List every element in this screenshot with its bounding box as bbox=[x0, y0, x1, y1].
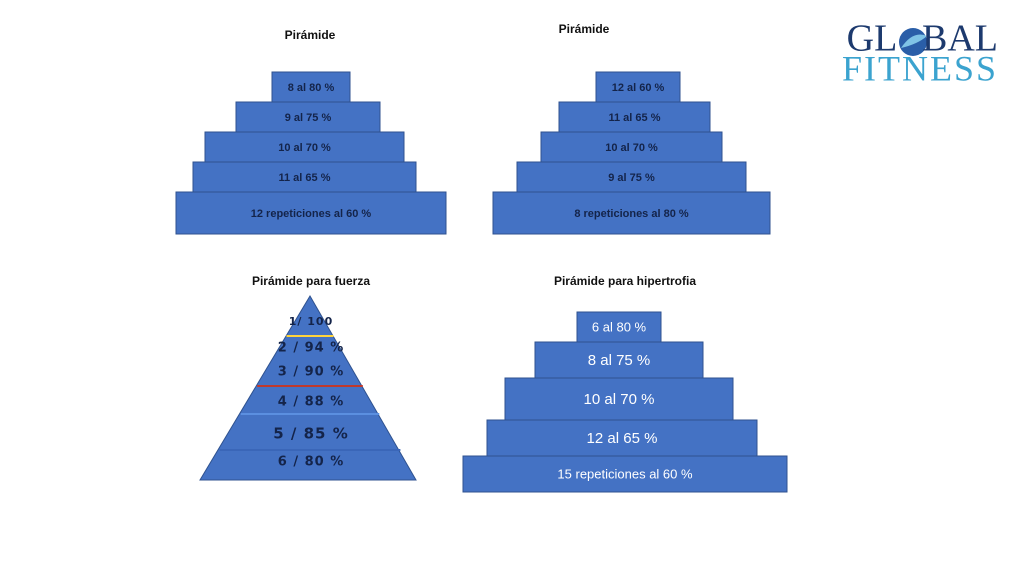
pyramid-title: Pirámide bbox=[559, 22, 610, 36]
pyramid-level bbox=[504, 377, 734, 421]
pyramid-level bbox=[540, 131, 723, 163]
logo-text: FITNESS bbox=[842, 48, 998, 88]
pyramid-level bbox=[175, 191, 447, 235]
level-label: 5 / 85 % bbox=[273, 425, 349, 443]
pyramid-level bbox=[192, 161, 417, 193]
pyramid-triangle bbox=[199, 295, 417, 481]
pyramid-level bbox=[595, 71, 681, 103]
pyramid-level bbox=[534, 341, 704, 379]
level-label: 4 / 88 % bbox=[278, 395, 345, 410]
level-label: 10 al 70 % bbox=[605, 142, 658, 154]
level-label: 12 repeticiones al 60 % bbox=[251, 208, 372, 220]
pyramid-title: Pirámide bbox=[285, 28, 336, 42]
logo-text: BAL bbox=[922, 18, 998, 60]
level-label: 8 al 80 % bbox=[288, 82, 335, 94]
level-label: 12 al 65 % bbox=[587, 430, 658, 447]
level-label: 9 al 75 % bbox=[608, 172, 655, 184]
logo-text: GL bbox=[847, 18, 898, 60]
logo-swoosh bbox=[901, 34, 927, 48]
logo: GL BAL FITNESS bbox=[842, 18, 998, 89]
pyramid-level bbox=[492, 191, 771, 235]
level-label: 6 al 80 % bbox=[592, 319, 647, 334]
level-label: 10 al 70 % bbox=[584, 391, 655, 408]
level-label: 8 al 75 % bbox=[588, 352, 651, 369]
pyramid-level bbox=[486, 419, 758, 457]
pyramid-title: Pirámide para fuerza bbox=[252, 274, 370, 288]
level-label: 15 repeticiones al 60 % bbox=[557, 466, 693, 481]
level-label: 12 al 60 % bbox=[612, 82, 665, 94]
level-label: 10 al 70 % bbox=[278, 142, 331, 154]
pyramid-level bbox=[576, 311, 662, 343]
level-label: 8 repeticiones al 80 % bbox=[574, 208, 689, 220]
level-label: 2 / 94 % bbox=[278, 341, 345, 356]
level-label: 11 al 65 % bbox=[279, 172, 331, 184]
pyramid-title: Pirámide para hipertrofia bbox=[554, 274, 696, 288]
level-label: 1/ 100 bbox=[289, 315, 333, 328]
pyramid-level bbox=[462, 455, 788, 493]
level-label: 11 al 65 % bbox=[609, 112, 661, 124]
pyramid-level bbox=[516, 161, 747, 193]
level-label: 9 al 75 % bbox=[285, 112, 332, 124]
pyramid-level bbox=[235, 101, 381, 133]
level-label: 3 / 90 % bbox=[278, 365, 345, 380]
level-label: 6 / 80 % bbox=[278, 455, 345, 470]
